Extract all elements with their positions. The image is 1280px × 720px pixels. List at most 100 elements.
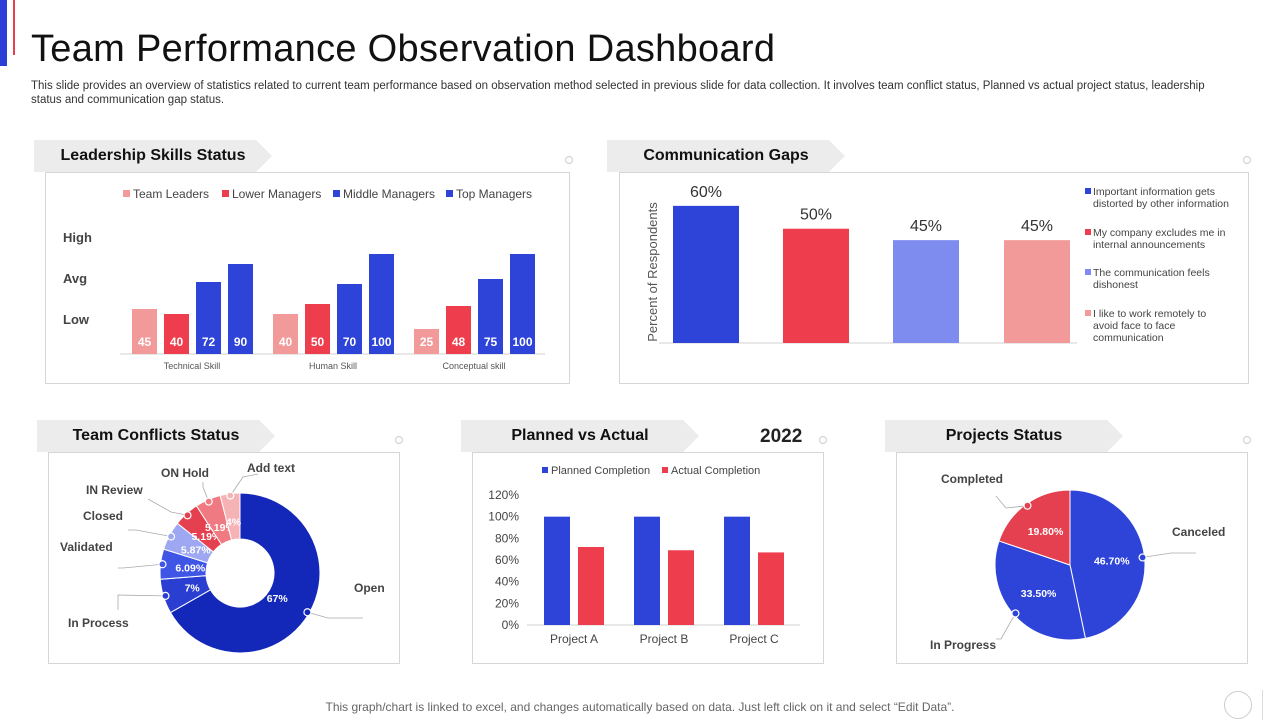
- bar-value-label: 40: [170, 335, 184, 349]
- leader-dot: [204, 497, 213, 506]
- panel-handle-dot: [1243, 436, 1251, 444]
- bar-team-leaders-human-skill: [273, 314, 298, 354]
- projects-chart[interactable]: 46.70% Canceled 33.50% In Progress 19.80% Com…: [896, 452, 1246, 662]
- leader-line: [128, 529, 172, 537]
- bar-1: [673, 205, 739, 343]
- slice-value-label: 5.87%: [181, 545, 211, 557]
- legend-label-4-line-2: avoid face to face: [1093, 320, 1175, 332]
- slice-value-label: 19.80%: [1028, 526, 1064, 538]
- legend-swatch-team-leaders: [123, 190, 130, 197]
- slice-value-label: 33.50%: [1021, 588, 1057, 600]
- panel-handle-dot: [1243, 156, 1251, 164]
- panel-handle-dot: [565, 156, 573, 164]
- bar-value-label: 40: [279, 335, 293, 349]
- legend-label-lower-managers: Lower Managers: [232, 187, 321, 201]
- legend-swatch-middle-managers: [333, 190, 340, 197]
- y-label-high: High: [63, 230, 92, 245]
- bar-top-managers-conceptual-skill: [510, 254, 535, 354]
- legend-label-1-line-2: distorted by other information: [1093, 198, 1229, 210]
- leader-line: [118, 563, 163, 569]
- bar-value-label: 25: [420, 335, 434, 349]
- slice-name-open: Open: [354, 581, 385, 595]
- bar-value-label: 90: [234, 335, 248, 349]
- leader-dot: [166, 532, 176, 541]
- bar-team-leaders-conceptual-skill: [414, 329, 439, 354]
- leader-line: [202, 482, 210, 502]
- bar-value-label: 100: [371, 335, 391, 349]
- leader-dot: [303, 608, 312, 617]
- communication-chart[interactable]: Percent of Respondents 60% 50% 45% 45% Import…: [619, 172, 1247, 382]
- bar-actual-completion-project-c: [758, 552, 784, 625]
- bar-2: [783, 228, 849, 343]
- legend-label-3-line-2: dishonest: [1093, 279, 1138, 291]
- slice-value-label: 67%: [267, 593, 289, 605]
- leader-dot: [226, 491, 235, 500]
- bar-planned-completion-project-b: [634, 516, 660, 625]
- leader-dot: [183, 511, 192, 520]
- y-tick-label: 20%: [495, 596, 519, 610]
- y-label-low: Low: [63, 312, 90, 327]
- leader-line: [995, 495, 1028, 509]
- bar-middle-managers-technical-skill: [196, 282, 221, 354]
- bar-value-label: 60%: [690, 184, 722, 201]
- leader-dot: [1023, 501, 1032, 510]
- bar-value-label: 50%: [800, 207, 832, 224]
- legend-label-2-line-2: internal announcements: [1093, 239, 1205, 251]
- y-tick-label: 0%: [502, 618, 520, 632]
- accent-line: [13, 0, 15, 55]
- y-tick-label: 60%: [495, 553, 519, 567]
- bar-4: [1004, 240, 1070, 343]
- bar-value-label: 45%: [910, 218, 942, 235]
- leadership-chart[interactable]: Team Leaders Lower Managers Middle Manager…: [45, 172, 568, 382]
- bar-top-managers-technical-skill: [228, 264, 253, 354]
- legend-label-4-line-1: I like to work remotely to: [1093, 308, 1206, 320]
- category-label-technical-skill: Technical Skill: [164, 361, 221, 371]
- y-tick-label: 100%: [488, 510, 519, 524]
- legend-swatch-3: [1085, 269, 1091, 275]
- legend-label-4-line-3: communication: [1093, 332, 1164, 344]
- legend-swatch-planned-completion: [542, 467, 548, 473]
- bar-lower-managers-technical-skill: [164, 314, 189, 354]
- panel-handle-dot: [395, 436, 403, 444]
- slice-name-in-review: IN Review: [86, 483, 143, 497]
- category-label-project-b: Project B: [640, 632, 689, 646]
- bar-value-label: 48: [452, 335, 466, 349]
- category-label-conceptual-skill: Conceptual skill: [442, 361, 505, 371]
- leader-dot: [1011, 609, 1020, 618]
- legend-label-top-managers: Top Managers: [456, 187, 532, 201]
- bar-top-managers-human-skill: [369, 254, 394, 354]
- leader-line: [147, 498, 188, 516]
- slice-value-label: 6.09%: [175, 562, 205, 574]
- category-label-project-c: Project C: [729, 632, 779, 646]
- slice-name-closed: Closed: [83, 509, 123, 523]
- conflicts-panel[interactable]: [48, 452, 400, 664]
- slice-name-add-text: Add text: [247, 461, 295, 475]
- legend-swatch-top-managers: [446, 190, 453, 197]
- panel-handle-dot: [819, 436, 827, 444]
- legend-label-middle-managers: Middle Managers: [343, 187, 435, 201]
- leader-line: [117, 594, 166, 610]
- bar-middle-managers-conceptual-skill: [478, 279, 503, 354]
- slice-name-in-process: In Process: [68, 616, 129, 630]
- legend-label-3-line-1: The communication feels: [1093, 267, 1210, 279]
- conflicts-chart[interactable]: 67% Open 7% In Process 6.09% Validated 5.87% Cl…: [48, 452, 398, 662]
- bar-3: [893, 240, 959, 343]
- footer-note: This graph/chart is linked to excel, and…: [325, 700, 955, 714]
- legend-swatch-2: [1085, 229, 1091, 235]
- y-label-avg: Avg: [63, 271, 87, 286]
- bar-middle-managers-human-skill: [337, 284, 362, 354]
- legend-label-actual-completion: Actual Completion: [671, 465, 760, 477]
- leader-line: [1142, 552, 1196, 558]
- projects-title: Projects Status: [885, 420, 1123, 452]
- page-title: Team Performance Observation Dashboard: [31, 28, 776, 70]
- slice-name-on-hold: ON Hold: [161, 466, 209, 480]
- category-label-human-skill: Human Skill: [309, 361, 357, 371]
- legend-swatch-4: [1085, 310, 1091, 316]
- slice-value-label: 46.70%: [1094, 556, 1130, 568]
- planned-chart[interactable]: Planned Completion Actual Completion 0% 20%…: [472, 452, 822, 662]
- bar-planned-completion-project-a: [544, 516, 570, 625]
- planned-title: Planned vs Actual: [461, 420, 699, 452]
- bar-value-label: 45: [138, 335, 152, 349]
- slice-value-label: 7%: [185, 583, 201, 595]
- slice-open: [169, 492, 321, 654]
